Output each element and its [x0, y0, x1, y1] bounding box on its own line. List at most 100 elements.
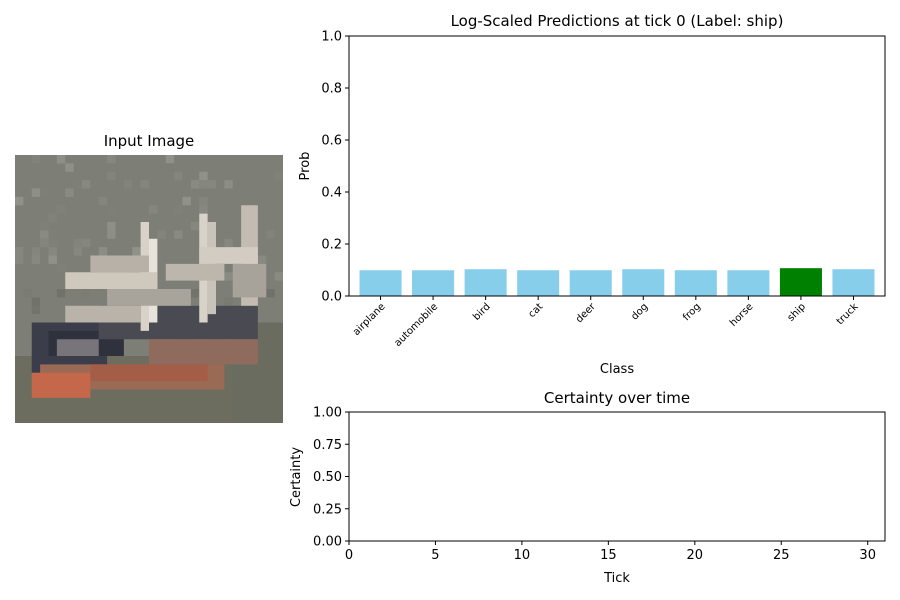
- bar-chart: Log-Scaled Predictions at tick 0 (Label:…: [298, 12, 886, 377]
- bar-horse: [727, 270, 770, 296]
- image-block: [174, 205, 183, 214]
- bar-chart-frame: [348, 35, 886, 297]
- image-block: [107, 205, 116, 214]
- image-block: [274, 171, 283, 181]
- image-block: [107, 155, 116, 164]
- image-block: [257, 255, 267, 264]
- certainty-x-tick-label: 0: [345, 548, 353, 563]
- image-block: [224, 180, 233, 189]
- bar-x-tick-label: truck: [835, 301, 861, 327]
- certainty-x-tick-label: 10: [514, 548, 531, 563]
- certainty-x-tick-label: 20: [687, 548, 704, 563]
- image-block: [65, 305, 141, 323]
- bar-x-tick-label: deer: [574, 301, 599, 326]
- image-block: [82, 238, 91, 248]
- image-block: [65, 188, 74, 197]
- bar-frog: [674, 270, 717, 296]
- bar-y-tick-label: 0.4: [321, 186, 342, 201]
- image-block: [199, 247, 258, 264]
- input-image-title: Input Image: [104, 132, 195, 150]
- image-block: [107, 289, 191, 306]
- image-block: [82, 289, 91, 298]
- image-block: [56, 289, 66, 298]
- bar-x-tick-label: dog: [629, 301, 650, 322]
- bar-chart-title: Log-Scaled Predictions at tick 0 (Label:…: [451, 12, 784, 30]
- image-block: [31, 188, 41, 197]
- image-block: [123, 180, 133, 189]
- bar-chart-y-axis-label: Prob: [298, 152, 313, 181]
- image-block: [73, 247, 82, 256]
- image-block: [65, 272, 158, 289]
- certainty-y-tick-label: 0.50: [313, 470, 342, 485]
- image-block: [165, 155, 175, 164]
- image-block: [15, 230, 24, 239]
- image-block: [190, 289, 200, 298]
- image-block: [174, 230, 183, 239]
- image-block: [48, 213, 57, 222]
- bar-bird: [464, 269, 507, 296]
- image-block: [165, 163, 175, 172]
- image-block: [90, 364, 208, 382]
- certainty-x-tick-label: 5: [431, 548, 439, 563]
- image-block: [107, 171, 116, 181]
- image-block: [199, 205, 208, 214]
- bar-ship: [779, 268, 822, 296]
- image-block: [232, 263, 267, 298]
- certainty-chart-y-axis-label: Certainty: [289, 447, 304, 507]
- image-block: [140, 180, 149, 189]
- bar-cat: [517, 270, 560, 296]
- image-block: [149, 205, 158, 214]
- certainty-y-tick-label: 0.25: [313, 502, 342, 517]
- image-block: [107, 230, 116, 239]
- image-block: [224, 238, 233, 248]
- bar-deer: [569, 270, 612, 296]
- image-block: [107, 222, 116, 231]
- certainty-chart-x-axis-label: Tick: [603, 571, 630, 586]
- image-block: [199, 180, 208, 189]
- image-block: [199, 171, 208, 181]
- image-block: [31, 255, 41, 264]
- image-block: [199, 196, 208, 206]
- certainty-y-tick-label: 0.00: [313, 535, 342, 550]
- certainty-x-tick-label: 25: [773, 548, 790, 563]
- image-block: [132, 247, 141, 256]
- bar-y-tick-label: 1.0: [321, 30, 342, 45]
- image-block: [48, 247, 57, 256]
- certainty-chart-frame: [348, 411, 886, 542]
- image-block: [73, 180, 82, 189]
- certainty-chart-title: Certainty over time: [544, 389, 690, 407]
- image-block: [174, 171, 183, 181]
- bar-x-tick-label: frog: [681, 301, 703, 323]
- image-block: [23, 289, 32, 298]
- image-block: [165, 263, 225, 281]
- image-block: [90, 255, 149, 273]
- image-block: [15, 247, 24, 256]
- certainty-y-tick-label: 0.75: [313, 438, 342, 453]
- image-block: [149, 339, 258, 365]
- image-block: [157, 230, 166, 239]
- image-block: [15, 255, 24, 264]
- image-block: [98, 247, 108, 256]
- image-block: [48, 230, 57, 239]
- image-block: [207, 180, 216, 189]
- image-block: [40, 230, 49, 239]
- image-block: [224, 297, 233, 306]
- image-block: [73, 238, 82, 248]
- certainty-x-tick-label: 30: [859, 548, 876, 563]
- image-block: [56, 155, 66, 164]
- image-block: [266, 289, 275, 298]
- bar-x-tick-label: bird: [471, 301, 493, 323]
- certainty-y-tick-label: 1.00: [313, 406, 342, 421]
- image-block: [224, 272, 233, 281]
- bar-chart-x-axis-label: Class: [600, 362, 634, 377]
- certainty-x-tick-label: 15: [600, 548, 617, 563]
- image-block: [165, 255, 175, 264]
- bar-x-tick-label: ship: [786, 301, 808, 323]
- bar-y-tick-label: 0.2: [321, 238, 342, 253]
- image-block: [56, 263, 66, 273]
- image-block: [31, 155, 41, 164]
- image-block: [48, 238, 57, 248]
- image-block: [31, 247, 41, 256]
- bar-x-tick-label: horse: [728, 301, 756, 329]
